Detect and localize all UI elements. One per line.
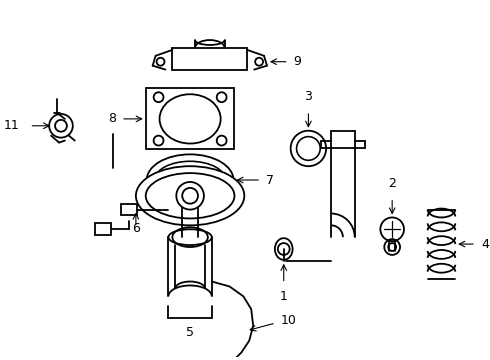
Text: 10: 10 <box>281 314 296 328</box>
Text: 4: 4 <box>481 238 489 251</box>
FancyBboxPatch shape <box>146 88 234 149</box>
Bar <box>96 223 111 235</box>
Text: 6: 6 <box>132 222 140 235</box>
Text: 11: 11 <box>4 119 20 132</box>
Text: 9: 9 <box>294 55 301 68</box>
Text: 3: 3 <box>304 90 312 103</box>
Bar <box>121 204 137 216</box>
Text: 8: 8 <box>108 112 116 125</box>
Ellipse shape <box>136 166 245 225</box>
Circle shape <box>176 182 204 210</box>
Text: 1: 1 <box>280 291 288 303</box>
Text: 5: 5 <box>186 326 194 339</box>
Text: 2: 2 <box>388 177 396 190</box>
Text: 7: 7 <box>266 174 274 186</box>
